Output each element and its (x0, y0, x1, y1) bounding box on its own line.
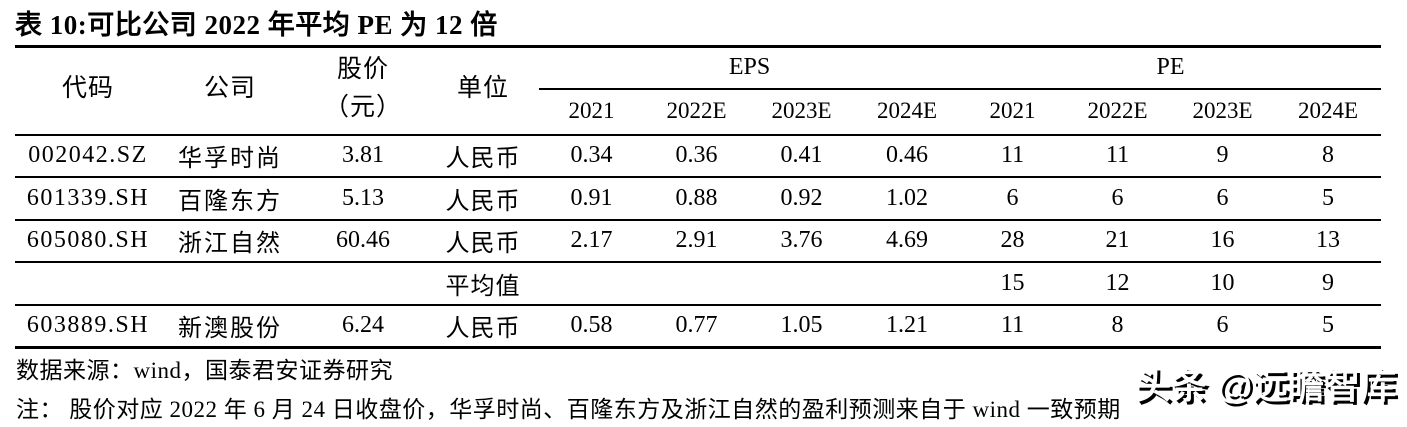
pe-year-2022e: 2022E (1065, 87, 1171, 135)
cell-price: 6.24 (299, 304, 427, 349)
cell-price-empty (299, 262, 427, 306)
cell-eps-2023e: 3.76 (749, 219, 854, 263)
cell-eps-2024e: 1.02 (854, 177, 961, 221)
col-header-code: 代码 (15, 41, 161, 131)
eps-year-2021: 2021 (539, 87, 644, 135)
col-header-price: 股价 （元） (299, 44, 427, 134)
avg-pe-2023e: 10 (1170, 262, 1276, 306)
avg-pe-2024e: 9 (1275, 262, 1382, 306)
table-row-xinao: 603889.SH 新澳股份 6.24 人民币 0.58 0.77 1.05 1… (15, 304, 1382, 349)
cell-eps-2021: 2.17 (539, 219, 644, 263)
table-row-zhejiang: 605080.SH 浙江自然 60.46 人民币 2.17 2.91 3.76 … (15, 219, 1382, 263)
cell-pe-2023e: 9 (1170, 134, 1276, 178)
cell-price: 60.46 (299, 219, 427, 263)
cell-eps-2024e: 4.69 (854, 219, 961, 263)
cell-pe-2021: 11 (960, 134, 1066, 178)
cell-pe-2022e: 21 (1065, 219, 1171, 263)
cell-code: 605080.SH (15, 219, 161, 263)
watermark: 头条 @远瞻智库 头条 @远瞻智库 (1135, 360, 1403, 412)
eps-year-2022e: 2022E (644, 87, 749, 135)
cell-unit: 人民币 (427, 177, 539, 221)
group-header-pe: PE (960, 46, 1382, 90)
cell-eps-2022e: 0.36 (644, 134, 749, 178)
average-label: 平均值 (427, 262, 539, 306)
cell-company: 华孚时尚 (161, 134, 299, 178)
cell-eps-empty (644, 262, 749, 306)
data-source-note: 数据来源：wind，国泰君安证券研究 (16, 358, 393, 383)
cell-pe-2024e: 5 (1275, 304, 1382, 349)
cell-pe-2024e: 8 (1275, 134, 1382, 178)
cell-eps-empty (539, 262, 644, 306)
col-header-price-line2: （元） (323, 93, 402, 121)
cell-pe-2021: 6 (960, 177, 1066, 221)
cell-company: 新澳股份 (161, 304, 299, 349)
avg-pe-2022e: 12 (1065, 262, 1171, 306)
cell-price: 3.81 (299, 134, 427, 178)
cell-eps-2022e: 2.91 (644, 219, 749, 263)
cell-code: 002042.SZ (15, 134, 161, 178)
eps-year-2023e: 2023E (749, 87, 854, 135)
cell-unit: 人民币 (427, 134, 539, 178)
cell-eps-2023e: 0.41 (749, 134, 854, 178)
cell-company: 浙江自然 (161, 219, 299, 263)
cell-eps-2021: 0.34 (539, 134, 644, 178)
avg-pe-2021: 15 (960, 262, 1066, 306)
table-title: 表 10:可比公司 2022 年平均 PE 为 12 倍 (15, 10, 498, 40)
eps-year-2024e: 2024E (854, 87, 961, 135)
cell-eps-2022e: 0.88 (644, 177, 749, 221)
cell-pe-2021: 11 (960, 304, 1066, 349)
cell-pe-2022e: 6 (1065, 177, 1171, 221)
cell-eps-2023e: 0.92 (749, 177, 854, 221)
col-header-unit: 单位 (427, 41, 539, 131)
cell-eps-2024e: 1.21 (854, 304, 961, 349)
cell-price: 5.13 (299, 177, 427, 221)
cell-code: 603889.SH (15, 304, 161, 349)
cell-eps-2022e: 0.77 (644, 304, 749, 349)
group-header-eps: EPS (539, 46, 961, 90)
cell-pe-2021: 28 (960, 219, 1066, 263)
cell-eps-2023e: 1.05 (749, 304, 854, 349)
cell-eps-empty (854, 262, 961, 306)
cell-company-empty (161, 262, 299, 306)
cell-pe-2022e: 11 (1065, 134, 1171, 178)
table-row-average: 平均值 15 12 10 9 (15, 262, 1382, 306)
cell-code: 601339.SH (15, 177, 161, 221)
watermark-text-shadow: 头条 @远瞻智库 (1138, 368, 1400, 409)
col-header-price-line1: 股价 (336, 55, 389, 83)
cell-pe-2024e: 5 (1275, 177, 1382, 221)
cell-company: 百隆东方 (161, 177, 299, 221)
cell-eps-empty (749, 262, 854, 306)
header-years-row: 2021 2022E 2023E 2024E 2021 2022E 2023E … (15, 87, 1382, 135)
pe-year-2023e: 2023E (1170, 87, 1276, 135)
cell-pe-2023e: 6 (1170, 304, 1276, 349)
cell-eps-2021: 0.91 (539, 177, 644, 221)
table-row-bailong: 601339.SH 百隆东方 5.13 人民币 0.91 0.88 0.92 1… (15, 177, 1382, 221)
col-header-company: 公司 (161, 41, 299, 131)
comparable-companies-table: 代码 公司 股价 （元） 单位 EPS PE 2021 2022E 2023E … (15, 41, 1382, 349)
cell-eps-2021: 0.58 (539, 304, 644, 349)
pe-year-2024e: 2024E (1275, 87, 1382, 135)
cell-unit: 人民币 (427, 304, 539, 349)
watermark-text-highlight: 头条 @远瞻智库 (1135, 365, 1397, 406)
cell-pe-2023e: 16 (1170, 219, 1276, 263)
pe-year-2021: 2021 (960, 87, 1066, 135)
price-date-note: 注： 股价对应 2022 年 6 月 24 日收盘价，华孚时尚、百隆东方及浙江自… (16, 397, 1121, 422)
cell-eps-2024e: 0.46 (854, 134, 961, 178)
cell-unit: 人民币 (427, 219, 539, 263)
cell-pe-2023e: 6 (1170, 177, 1276, 221)
cell-pe-2024e: 13 (1275, 219, 1382, 263)
table-row-huafu: 002042.SZ 华孚时尚 3.81 人民币 0.34 0.36 0.41 0… (15, 134, 1382, 178)
cell-code-empty (15, 262, 161, 306)
header-group-row: 代码 公司 股价 （元） 单位 EPS PE (15, 41, 1382, 134)
cell-pe-2022e: 8 (1065, 304, 1171, 349)
